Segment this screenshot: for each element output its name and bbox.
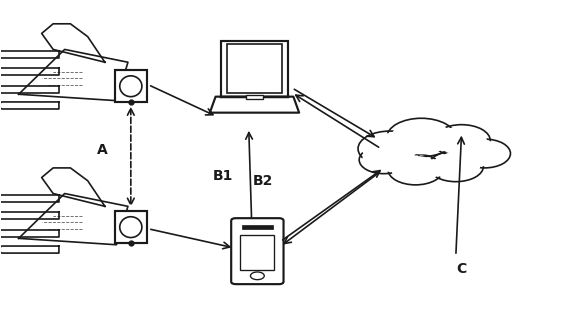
Bar: [115, 211, 147, 243]
Polygon shape: [0, 86, 59, 93]
Polygon shape: [210, 97, 299, 113]
Polygon shape: [0, 102, 59, 109]
Polygon shape: [42, 24, 105, 62]
Polygon shape: [0, 246, 59, 253]
Circle shape: [391, 120, 451, 154]
Bar: [240, 235, 275, 270]
Polygon shape: [0, 68, 59, 75]
Circle shape: [433, 125, 490, 157]
Circle shape: [387, 118, 456, 157]
Ellipse shape: [120, 217, 142, 237]
Circle shape: [362, 133, 417, 164]
Circle shape: [462, 141, 507, 166]
Polygon shape: [0, 195, 59, 202]
Bar: [227, 44, 282, 93]
Circle shape: [436, 127, 487, 155]
Circle shape: [428, 151, 483, 182]
Circle shape: [388, 154, 443, 185]
Polygon shape: [0, 51, 59, 58]
Bar: [115, 70, 147, 102]
Text: B1: B1: [213, 169, 233, 183]
Ellipse shape: [120, 76, 142, 97]
Polygon shape: [18, 49, 128, 101]
Polygon shape: [42, 168, 105, 206]
Bar: [242, 225, 273, 229]
Circle shape: [358, 131, 421, 166]
Circle shape: [459, 139, 510, 168]
Bar: [221, 41, 288, 97]
Bar: [246, 95, 263, 99]
Circle shape: [432, 153, 480, 180]
Circle shape: [362, 148, 406, 172]
Text: C: C: [457, 262, 466, 276]
Polygon shape: [0, 230, 59, 237]
Text: A: A: [97, 143, 108, 157]
FancyBboxPatch shape: [231, 218, 284, 284]
Circle shape: [391, 156, 440, 183]
Polygon shape: [0, 213, 59, 219]
Polygon shape: [18, 193, 128, 245]
Text: B2: B2: [253, 174, 273, 188]
Circle shape: [359, 146, 409, 174]
